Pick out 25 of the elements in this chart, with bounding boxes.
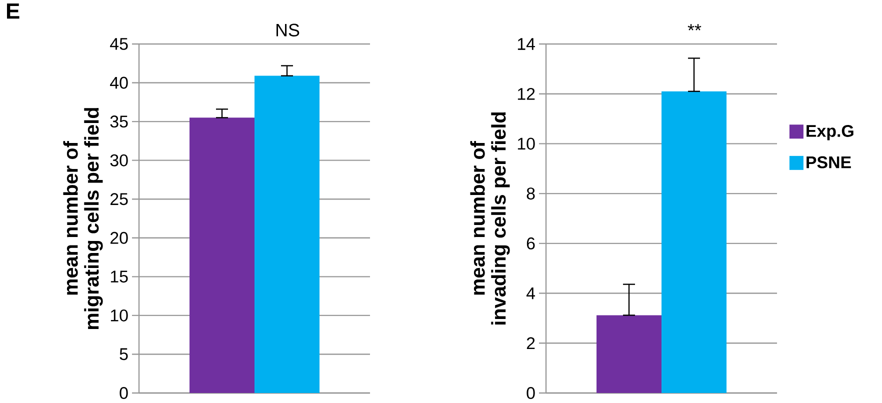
text: ** [688,24,702,30]
y-tick-label: 6 [526,237,535,250]
y-tick-label: 15 [110,270,128,283]
y-tick-label: 5 [120,348,128,360]
y-tick-label: 20 [110,232,128,244]
text: NS [276,24,300,36]
legend-label: Exp.G [806,124,854,140]
y-tick-label: 12 [518,88,535,100]
y-axis-title: mean number of invading cells per field [470,112,510,325]
y-tick-label: 0 [120,387,128,399]
y-axis-title: mean number of migrating cells per field [63,108,103,330]
y-tick-label: 8 [526,188,535,200]
y-tick-label: 35 [110,116,128,128]
y-tick-label: 0 [526,387,535,399]
y-tick-label: 10 [518,138,535,150]
y-tick-label: 30 [110,154,128,166]
y-tick-label: 10 [110,309,128,322]
y-tick-label: 25 [110,193,128,206]
text: E [6,4,20,19]
y-tick-label: 14 [518,38,535,50]
legend-label: PSNE [806,156,851,168]
y-tick-label: 4 [526,287,535,300]
y-tick-label: 2 [526,337,535,350]
y-tick-label: 45 [110,38,128,50]
y-tick-label: 40 [110,76,128,89]
